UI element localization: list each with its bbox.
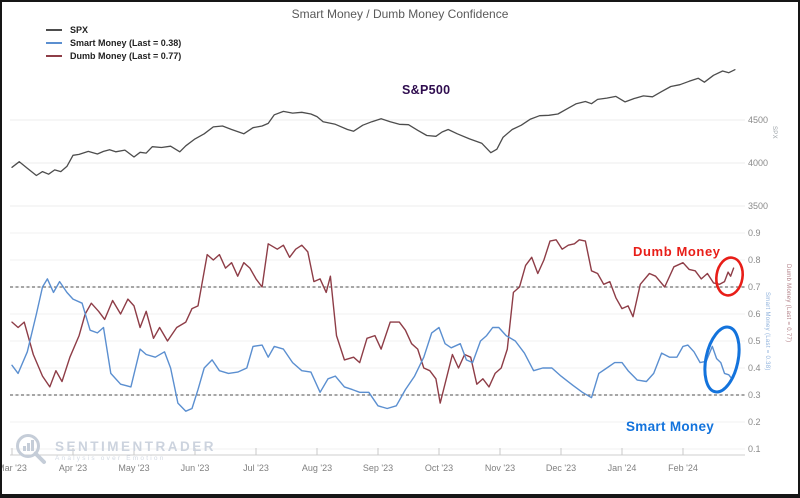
smart-money-line-swatch — [46, 41, 62, 44]
x-axis-tick-label: Dec '23 — [546, 463, 576, 473]
dumb-money-axis-title: Dumb Money (Last = 0.77) — [785, 264, 791, 343]
watermark-tagline: Analysis over Emotion — [55, 454, 166, 462]
x-axis-tick-label: Feb '24 — [668, 463, 698, 473]
confidence-axis-tick-label: 0.4 — [748, 363, 761, 373]
x-axis-tick-label: Apr '23 — [59, 463, 87, 473]
legend-item-dumb-money: Dumb Money (Last = 0.77) — [46, 49, 181, 62]
confidence-axis-tick-label: 0.5 — [748, 336, 761, 346]
confidence-axis-tick-label: 0.2 — [748, 417, 761, 427]
legend-item-spx: SPX — [46, 23, 181, 36]
dumb-money-line — [11, 239, 735, 404]
legend-label-dumb-money: Dumb Money (Last = 0.77) — [70, 50, 182, 61]
spx-line — [11, 69, 736, 177]
smart-money-circle-annotation — [703, 325, 741, 394]
x-axis-tick-label: Sep '23 — [363, 463, 393, 473]
spx-line-swatch — [46, 28, 62, 31]
dumb-money-circle-annotation — [715, 256, 744, 297]
spx-axis-tick-label: 4500 — [748, 115, 768, 125]
x-axis-tick-label: May '23 — [118, 463, 149, 473]
sentimentrader-watermark: SENTIMENTRADER Analysis over Emotion — [13, 432, 216, 468]
sp500-annotation: S&P500 — [402, 83, 451, 97]
x-axis-tick-label: Nov '23 — [485, 463, 515, 473]
watermark-name: SENTIMENTRADER — [55, 438, 217, 454]
confidence-axis-tick-label: 0.6 — [748, 309, 761, 319]
legend-label-spx: SPX — [70, 24, 89, 35]
confidence-axis-tick-label: 0.1 — [748, 444, 761, 454]
magnifier-chart-icon — [16, 434, 46, 464]
x-axis-tick-label: Jul '23 — [243, 463, 269, 473]
dumb-money-line-swatch — [46, 54, 62, 57]
smart-money-axis-title: Smart Money (Last = 0.38) — [764, 292, 770, 371]
legend-item-smart-money: Smart Money (Last = 0.38) — [46, 36, 181, 49]
x-axis-tick-label: Oct '23 — [425, 463, 453, 473]
spx-axis-tick-label: 4000 — [748, 158, 768, 168]
spx-axis-tick-label: 3500 — [748, 201, 768, 211]
legend-label-smart-money: Smart Money (Last = 0.38) — [70, 37, 182, 48]
x-axis-tick-label: Jun '23 — [181, 463, 210, 473]
legend: SPX Smart Money (Last = 0.38) Dumb Money… — [46, 23, 181, 62]
smart-money-annotation: Smart Money — [626, 419, 715, 434]
confidence-axis-tick-label: 0.7 — [748, 282, 761, 292]
page-title: Smart Money / Dumb Money Confidence — [291, 7, 509, 21]
spx-axis-title: SPX — [771, 126, 777, 139]
confidence-axis-tick-label: 0.9 — [748, 228, 761, 238]
smart-money-line — [11, 278, 736, 412]
x-axis-tick-label: Aug '23 — [302, 463, 332, 473]
confidence-axis-tick-label: 0.3 — [748, 390, 761, 400]
x-axis-tick-label: Mar '23 — [2, 463, 27, 473]
dumb-money-annotation: Dumb Money — [633, 244, 721, 259]
confidence-axis-tick-label: 0.8 — [748, 255, 761, 265]
x-axis-tick-label: Jan '24 — [608, 463, 637, 473]
